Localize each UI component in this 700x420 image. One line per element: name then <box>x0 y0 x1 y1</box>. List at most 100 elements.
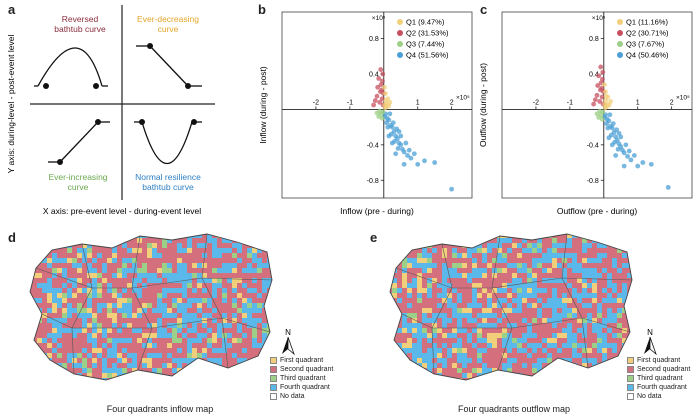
map-cell <box>172 363 177 368</box>
map-cell <box>117 323 122 328</box>
map-cell <box>107 283 112 288</box>
map-cell <box>222 323 227 328</box>
map-cell <box>197 353 202 358</box>
map-cell <box>147 353 152 358</box>
map-cell <box>547 268 552 273</box>
map-cell <box>457 278 462 283</box>
map-cell <box>582 298 587 303</box>
map-cell <box>602 378 607 380</box>
map-cell <box>82 258 87 263</box>
map-cell <box>92 343 97 348</box>
map-cell <box>502 258 507 263</box>
map-cell <box>97 298 102 303</box>
map-cell <box>522 353 527 358</box>
map-cell <box>42 243 47 248</box>
map-cell <box>142 283 147 288</box>
map-cell <box>167 348 172 353</box>
map-cell <box>402 313 407 318</box>
map-cell <box>407 234 412 238</box>
map-cell <box>457 238 462 243</box>
map-cell <box>447 288 452 293</box>
map-cell <box>572 253 577 258</box>
map-cell <box>597 278 602 283</box>
map-cell <box>462 238 467 243</box>
map-cell <box>122 353 127 358</box>
map-cell <box>622 278 627 283</box>
map-cell <box>442 288 447 293</box>
map-cell <box>552 318 557 323</box>
map-cell <box>162 343 167 348</box>
map-cell <box>442 338 447 343</box>
map-cell <box>247 378 252 380</box>
map-cell <box>30 288 32 293</box>
map-cell <box>427 268 432 273</box>
map-cell <box>517 328 522 333</box>
map-cell <box>397 383 402 388</box>
map-cell <box>587 278 592 283</box>
map-cell <box>542 318 547 323</box>
map-cell <box>447 293 452 298</box>
map-cell <box>502 273 507 278</box>
map-cell <box>587 303 592 308</box>
legend-swatch <box>627 365 634 373</box>
map-cell <box>412 273 417 278</box>
map-cell <box>407 278 412 283</box>
scatter-point-q4 <box>621 163 627 169</box>
map-cell <box>422 348 427 353</box>
map-cell <box>492 313 497 318</box>
map-cell <box>177 343 182 348</box>
map-cell <box>242 228 247 233</box>
map-cell <box>607 338 612 343</box>
map-cell <box>52 368 57 373</box>
map-cell <box>222 273 227 278</box>
map-cell <box>502 243 507 248</box>
map-cell <box>127 378 132 380</box>
map-cell <box>382 313 387 318</box>
map-cell <box>537 283 542 288</box>
map-cell <box>402 283 407 288</box>
map-cell <box>467 278 472 283</box>
map-cell <box>177 293 182 298</box>
map-cell <box>632 308 637 313</box>
map-cell <box>572 303 577 308</box>
map-cell <box>187 328 192 333</box>
map-cell <box>537 278 542 283</box>
map-cell <box>427 358 432 363</box>
map-cell <box>462 268 467 273</box>
map-cell <box>457 258 462 263</box>
map-cell <box>557 378 562 380</box>
map-cell <box>592 348 597 353</box>
map-cell <box>552 333 557 338</box>
map-cell <box>612 353 617 358</box>
map-cell <box>202 383 207 388</box>
y-tick-label: 0.8 <box>589 36 599 43</box>
map-cell <box>457 263 462 268</box>
map-cell <box>32 313 37 318</box>
map-cell <box>487 263 492 268</box>
map-cell <box>192 303 197 308</box>
map-cell <box>462 358 467 363</box>
map-cell <box>587 328 592 333</box>
map-cell <box>382 298 387 303</box>
map-cell <box>572 243 577 248</box>
map-cell <box>532 253 537 258</box>
map-cell <box>182 283 187 288</box>
map-cell <box>262 348 267 353</box>
map-cell <box>482 368 487 373</box>
map-cell <box>507 273 512 278</box>
map-cell <box>407 228 412 233</box>
map-cell <box>532 283 537 288</box>
map-cell <box>502 234 507 238</box>
map-cell <box>182 373 187 378</box>
map-cell <box>482 343 487 348</box>
map-cell <box>252 234 257 238</box>
map-cell <box>77 283 82 288</box>
map-cell <box>627 234 632 238</box>
map-cell <box>542 263 547 268</box>
map-cell <box>237 323 242 328</box>
map-cell <box>22 248 27 253</box>
map-cell <box>162 363 167 368</box>
map-cell <box>32 308 37 313</box>
map-cell <box>442 373 447 378</box>
map-cell <box>592 313 597 318</box>
